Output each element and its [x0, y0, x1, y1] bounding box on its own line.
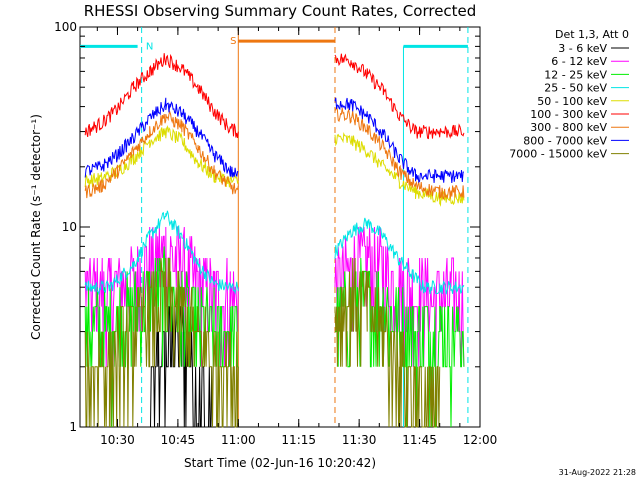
legend-header: Det 1,3, Att 0	[555, 28, 629, 41]
series-layer	[84, 53, 465, 428]
series-5	[84, 53, 465, 140]
x-tick-label-5: 11:45	[402, 433, 437, 447]
series-3	[84, 210, 465, 296]
generation-timestamp: 31-Aug-2022 21:28	[559, 468, 636, 477]
legend-label-8: 7000 - 15000 keV	[509, 148, 607, 161]
series-line-5	[84, 53, 465, 140]
y-tick-label-1: 10	[62, 220, 77, 234]
series-line-6	[84, 105, 465, 201]
y-tick-label-2: 100	[54, 20, 77, 34]
x-tick-label-1: 10:45	[161, 433, 196, 447]
x-tick-label-6: 12:00	[463, 433, 498, 447]
x-tick-label-4: 11:30	[342, 433, 377, 447]
series-6	[84, 105, 465, 201]
legend-label-7: 800 - 7000 keV	[523, 134, 607, 147]
legend-label-4: 50 - 100 keV	[537, 95, 607, 108]
legend-label-3: 25 - 50 keV	[544, 82, 607, 95]
series-8	[84, 257, 441, 428]
legend-label-0: 3 - 6 keV	[558, 42, 607, 55]
x-axis-label: Start Time (02-Jun-16 10:20:42)	[184, 456, 376, 470]
series-7	[84, 97, 464, 184]
chart-title: RHESSI Observing Summary Count Rates, Co…	[84, 2, 477, 20]
marker-label-S: S	[230, 36, 236, 47]
series-line-7	[84, 97, 464, 184]
x-tick-label-0: 10:30	[100, 433, 135, 447]
legend-label-1: 6 - 12 keV	[551, 55, 607, 68]
plot-area: N S 10:30 10:45 11:00 11:15 11:30 11:45 12:00 1…	[54, 20, 497, 447]
x-tick-label-2: 11:00	[221, 433, 256, 447]
y-tick-label-0: 1	[69, 420, 77, 434]
marker-label-N: N	[146, 41, 153, 52]
x-tick-label-3: 11:15	[281, 433, 316, 447]
legend-label-6: 300 - 800 keV	[530, 121, 607, 134]
y-axis-label: Corrected Count Rate (s⁻¹ detector⁻¹)	[29, 114, 43, 340]
legend-label-5: 100 - 300 keV	[530, 108, 607, 121]
x-axis-ticks: 10:30 10:45 11:00 11:15 11:30 11:45 12:00	[96, 27, 498, 447]
y-axis-ticks: 1 10 100	[54, 20, 480, 434]
series-line-3	[84, 210, 465, 296]
series-line-8	[84, 257, 441, 428]
legend-label-2: 12 - 25 keV	[544, 68, 607, 81]
